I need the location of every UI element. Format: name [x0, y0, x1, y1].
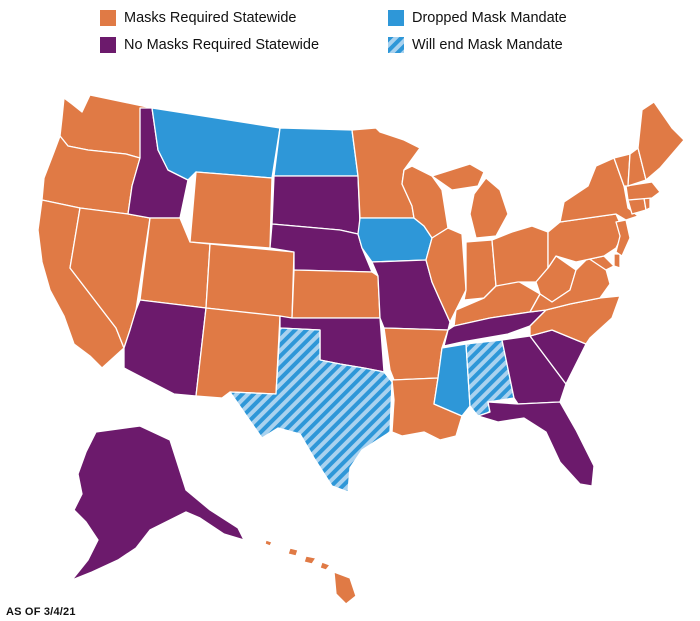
state-mt: [151, 107, 281, 181]
legend: Masks Required Statewide Dropped Mask Ma…: [0, 0, 700, 70]
legend-label: Masks Required Statewide: [124, 10, 297, 26]
state-az: [123, 299, 207, 397]
state-ks: [291, 269, 381, 319]
state-ak: [71, 425, 245, 581]
swatch-will-end: [388, 37, 404, 53]
state-tx: [229, 327, 393, 493]
legend-label: No Masks Required Statewide: [124, 37, 320, 53]
state-ma: [625, 181, 661, 201]
state-me: [637, 101, 685, 181]
state-nm: [195, 307, 281, 399]
state-ia: [357, 217, 433, 263]
legend-label: Dropped Mask Mandate: [412, 10, 567, 26]
legend-item-no-masks: No Masks Required Statewide: [100, 37, 319, 53]
legend-item-will-end: Will end Mask Mandate: [388, 37, 563, 53]
state-co: [205, 243, 295, 319]
state-hi: [264, 539, 357, 605]
state-va: [529, 257, 611, 313]
state-de: [613, 253, 621, 269]
swatch-masks-required: [100, 10, 116, 26]
state-il: [425, 227, 467, 323]
as-of-date: AS OF 3/4/21: [6, 606, 76, 618]
legend-label: Will end Mask Mandate: [412, 37, 563, 53]
state-mi: [431, 163, 509, 239]
state-fl: [477, 401, 595, 487]
legend-item-masks-required: Masks Required Statewide: [100, 10, 296, 26]
swatch-no-masks: [100, 37, 116, 53]
state-wy: [189, 171, 273, 249]
state-nd: [273, 127, 359, 177]
swatch-dropped: [388, 10, 404, 26]
legend-item-dropped: Dropped Mask Mandate: [388, 10, 567, 26]
